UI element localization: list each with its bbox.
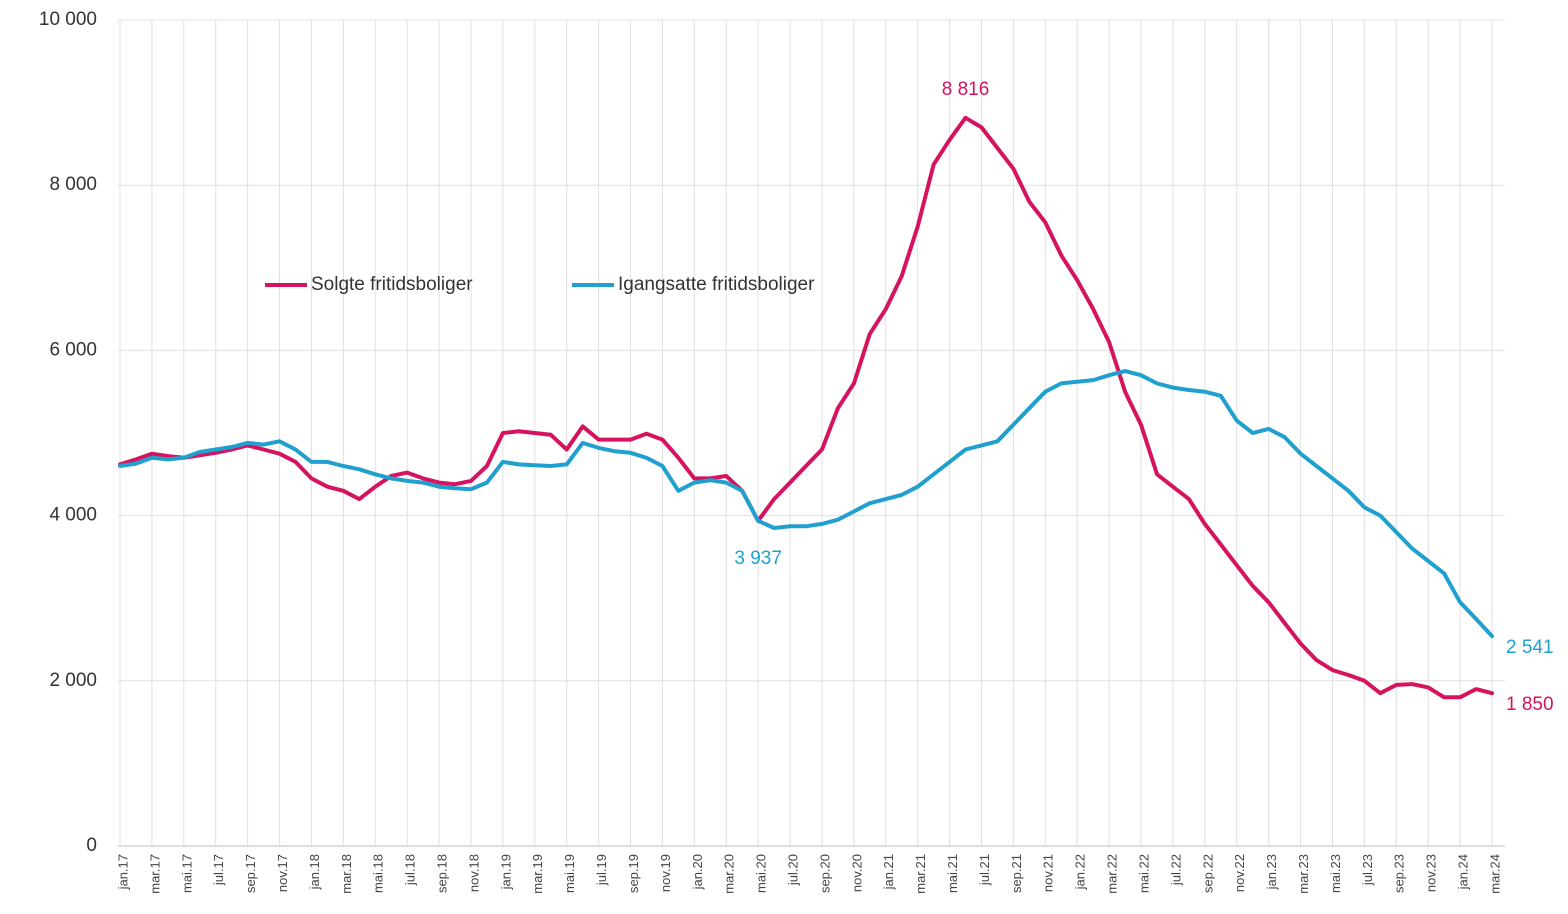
x-tick-label: mai.23 [1328,854,1343,893]
y-tick-label: 4 000 [49,505,97,526]
x-tick-label: jul.19 [594,854,609,886]
x-tick-label: jul.20 [785,854,800,886]
y-tick-label: 10 000 [39,9,97,30]
series-line [118,369,1494,639]
legend-label: Solgte fritidsboliger [311,274,473,295]
x-tick-label: jan.23 [1264,854,1279,890]
x-tick-label: jan.20 [690,854,705,890]
x-tick-label: jan.17 [115,854,130,890]
x-tick-label: jul.22 [1168,854,1183,886]
x-tick-label: sep.18 [435,854,450,893]
x-tick-label: nov.18 [466,854,481,892]
x-tick-label: jan.18 [307,854,322,890]
x-tick-label: sep.23 [1392,854,1407,893]
x-tick-label: mar.18 [339,854,354,894]
x-tick-label: jul.21 [977,854,992,886]
legend-label: Igangsatte fritidsboliger [618,274,815,295]
x-tick-label: mai.18 [371,854,386,893]
x-tick-label: nov.21 [1041,854,1056,892]
x-tick-label: mai.22 [1136,854,1151,893]
x-tick-label: nov.17 [275,854,290,892]
data-label: 8 816 [942,79,990,100]
x-tick-label: mar.24 [1487,854,1502,894]
x-tick-label: jul.23 [1360,854,1375,886]
x-tick-label: jul.17 [211,854,226,886]
x-tick-label: mar.23 [1296,854,1311,894]
x-tick-label: sep.17 [243,854,258,893]
x-tick-label: sep.21 [1009,854,1024,893]
x-tick-label: nov.19 [658,854,673,892]
series-line [118,115,1494,700]
x-tick-label: sep.22 [1200,854,1215,893]
x-tick-label: mar.17 [147,854,162,894]
data-label: 3 937 [734,548,782,569]
data-label: 1 850 [1506,694,1554,715]
x-tick-label: nov.20 [849,854,864,892]
x-tick-label: mar.19 [530,854,545,894]
x-tick-label: mar.21 [913,854,928,894]
x-tick-label: nov.22 [1232,854,1247,892]
x-tick-label: mai.21 [945,854,960,893]
x-tick-label: jan.19 [498,854,513,890]
x-tick-label: jan.21 [881,854,896,890]
y-tick-label: 0 [86,835,97,856]
x-tick-label: nov.23 [1424,854,1439,892]
x-tick-label: mai.17 [179,854,194,893]
x-tick-label: jan.22 [1073,854,1088,890]
x-tick-label: jul.18 [403,854,418,886]
x-tick-label: jan.24 [1456,854,1471,890]
data-label: 2 541 [1506,637,1554,658]
x-tick-label: sep.19 [626,854,641,893]
x-tick-label: mai.20 [754,854,769,893]
y-tick-label: 6 000 [49,339,97,360]
y-tick-label: 8 000 [49,174,97,195]
x-tick-label: mar.22 [1105,854,1120,894]
x-tick-label: mai.19 [562,854,577,893]
x-tick-label: sep.20 [817,854,832,893]
x-tick-label: mar.20 [722,854,737,894]
y-tick-label: 2 000 [49,670,97,691]
